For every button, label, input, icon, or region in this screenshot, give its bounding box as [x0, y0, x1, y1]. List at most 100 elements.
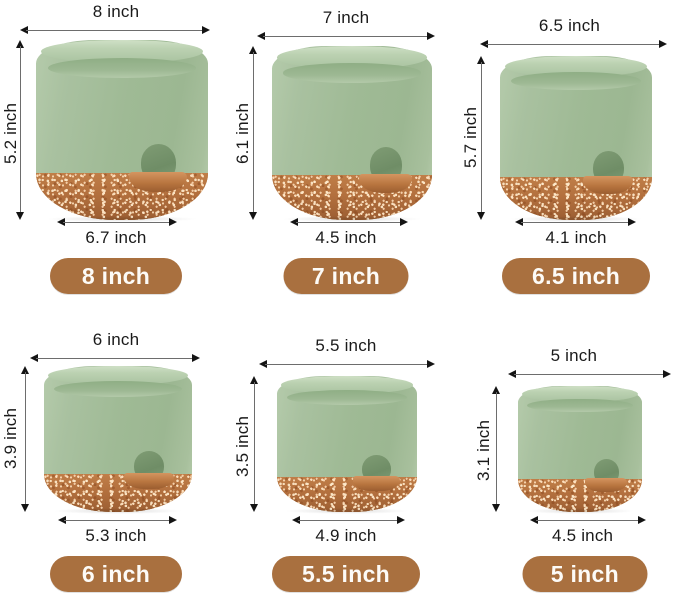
top-diameter-arrow [30, 354, 200, 363]
top-diameter-label: 7 inch [322, 8, 370, 27]
arrow-head-bottom [250, 504, 258, 512]
arrow-head-right [202, 26, 210, 34]
arrow-line [536, 520, 640, 522]
planter-drainage-notch [353, 454, 400, 491]
size-badge-5-inch[interactable]: 5 inch [522, 556, 648, 592]
top-diameter-arrow [259, 360, 435, 369]
planter-shadow [46, 216, 198, 222]
arrow-line [296, 222, 402, 224]
planter-image [518, 386, 642, 514]
arrow-line [36, 358, 194, 360]
planter-rim [521, 386, 639, 403]
arrow-head-right [659, 40, 667, 48]
bottom-diameter-label: 4.5 inch [315, 228, 377, 247]
arrow-head-top [16, 40, 24, 48]
arrow-head-bottom [492, 504, 500, 512]
planter-image [44, 366, 192, 514]
bottom-diameter-arrow [292, 516, 405, 525]
arrow-line [25, 372, 27, 506]
planter-interior [283, 63, 421, 83]
arrow-head-left [20, 26, 28, 34]
product-cell-5-inch: 5 inch 3.1 inch [460, 318, 679, 607]
top-diameter-arrow [257, 32, 435, 41]
planter-body [500, 56, 652, 220]
size-badge-7-inch[interactable]: 7 inch [283, 258, 409, 294]
arrow-line [521, 222, 630, 224]
arrow-head-top [250, 376, 258, 384]
top-diameter-label: 8 inch [92, 2, 140, 21]
arrow-head-left [480, 40, 488, 48]
arrow-line [26, 30, 204, 32]
arrow-head-top [477, 56, 485, 64]
arrow-head-right [169, 516, 177, 524]
bottom-diameter-label: 4.9 inch [315, 526, 377, 545]
top-diameter-label: 6.5 inch [538, 16, 601, 35]
arrow-line [63, 222, 171, 224]
bottom-diameter-label: 6.7 inch [85, 228, 147, 247]
arrow-line [20, 46, 22, 214]
arrow-line [298, 520, 399, 522]
planter-drainage-notch [358, 146, 413, 193]
arrow-head-bottom [16, 212, 24, 220]
arrow-line [496, 392, 498, 506]
size-badge-6-inch[interactable]: 6 inch [50, 556, 182, 592]
planter-shadow [281, 216, 423, 222]
size-badge-8-inch[interactable]: 8 inch [50, 258, 182, 294]
bottom-diameter-arrow [290, 218, 408, 227]
arrow-head-right [628, 218, 636, 226]
arrow-head-left [508, 370, 516, 378]
height-arrow [21, 366, 30, 512]
arrow-line [263, 36, 429, 38]
arrow-line [486, 44, 661, 46]
arrow-head-left [57, 218, 65, 226]
arrow-line [514, 374, 665, 376]
arrow-head-right [638, 516, 646, 524]
product-cell-8-inch: 8 inch 5.2 inch [0, 0, 232, 318]
size-badge-6point5-inch[interactable]: 6.5 inch [502, 258, 651, 294]
bottom-diameter-arrow [58, 516, 177, 525]
height-arrow [477, 56, 486, 220]
planter-rim [41, 40, 203, 64]
arrow-head-left [290, 218, 298, 226]
product-cell-6-inch: 6 inch 3.9 inch [0, 318, 232, 607]
arrow-line [253, 52, 255, 214]
bottom-diameter-arrow [530, 516, 646, 525]
top-diameter-label: 6 inch [92, 330, 140, 349]
height-arrow [16, 40, 25, 220]
arrow-head-bottom [477, 212, 485, 220]
arrow-head-right [663, 370, 671, 378]
planter-drainage-notch [124, 450, 174, 490]
arrow-head-right [397, 516, 405, 524]
arrow-head-left [58, 516, 66, 524]
arrow-head-left [515, 218, 523, 226]
bottom-diameter-arrow [515, 218, 636, 227]
planter-image [272, 46, 432, 222]
top-diameter-arrow [20, 26, 210, 35]
arrow-head-top [249, 46, 257, 54]
planter-interior [54, 380, 182, 397]
arrow-head-left [257, 32, 265, 40]
arrow-head-top [492, 386, 500, 394]
top-diameter-label: 5 inch [550, 346, 598, 365]
arrow-head-bottom [249, 212, 257, 220]
bottom-diameter-label: 5.3 inch [85, 526, 147, 545]
drainage-saucer-lip [129, 172, 187, 192]
arrow-head-top [21, 366, 29, 374]
drainage-saucer-lip [353, 475, 400, 491]
arrow-head-right [427, 360, 435, 368]
planter-rim [276, 46, 428, 69]
planter-shadow [285, 508, 409, 514]
height-arrow [250, 376, 259, 512]
height-arrow [249, 46, 258, 220]
planter-interior [510, 72, 642, 91]
planter-drainage-notch [582, 151, 634, 195]
arrow-head-bottom [21, 504, 29, 512]
size-badge-5point5-inch[interactable]: 5.5 inch [272, 556, 420, 592]
planter-image [36, 40, 208, 222]
top-diameter-arrow [508, 370, 671, 379]
height-arrow [492, 386, 501, 512]
planter-rim [48, 366, 188, 385]
drainage-saucer-lip [358, 173, 413, 193]
arrow-head-right [192, 354, 200, 362]
